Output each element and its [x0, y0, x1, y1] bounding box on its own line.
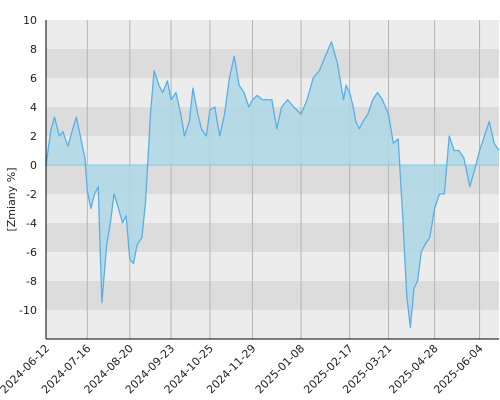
- y-tick-label: 2: [30, 130, 37, 143]
- x-tick-labels: 2024-06-122024-07-162024-08-202024-09-23…: [0, 342, 486, 396]
- y-tick-label: -6: [26, 246, 37, 259]
- y-axis-label: [Zmiany %]: [5, 167, 18, 231]
- grid-band: [46, 20, 499, 49]
- x-tick-label: 2025-01-08: [253, 342, 307, 396]
- y-tick-label: 10: [23, 14, 37, 27]
- axes: [45, 20, 499, 340]
- y-tick-label: -4: [26, 217, 37, 230]
- y-tick-label: 8: [30, 43, 37, 56]
- series-area: [46, 41, 499, 328]
- y-tick-label: 4: [30, 101, 37, 114]
- grid-band: [46, 252, 499, 281]
- grid-band: [46, 310, 499, 339]
- y-tick-label: -2: [26, 188, 37, 201]
- y-tick-label: 6: [30, 72, 37, 85]
- y-tick-label: -8: [26, 275, 37, 288]
- y-tick-label: -10: [19, 304, 37, 317]
- y-tick-labels: 10 8 6 4 2 0 -2 -4 -6 -8 -10: [19, 14, 37, 317]
- series-layer: [45, 41, 500, 329]
- grid-band: [46, 281, 499, 310]
- y-tick-label: 0: [30, 159, 37, 172]
- grid-band: [46, 49, 499, 78]
- series-line: [45, 41, 500, 329]
